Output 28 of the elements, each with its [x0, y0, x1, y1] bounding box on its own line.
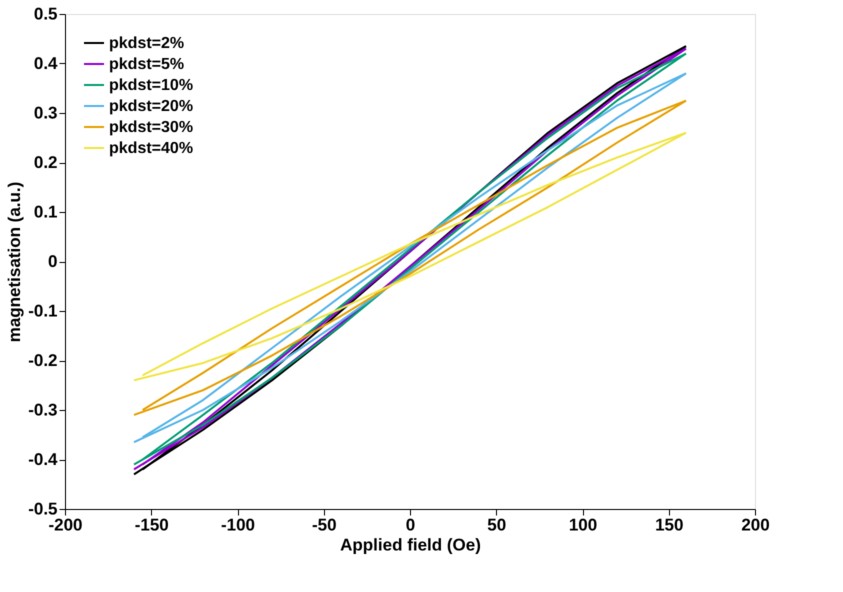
x-tick-label: -200	[48, 516, 83, 534]
y-tick-label: 0.5	[34, 4, 58, 24]
y-tick-label: 0	[48, 252, 58, 271]
legend-label: pkdst=5%	[109, 56, 184, 73]
x-tick-label: 0	[406, 516, 416, 534]
y-tick-label: -0.4	[28, 450, 58, 469]
x-tick-label: 100	[568, 516, 598, 534]
x-tick-label: 200	[741, 516, 770, 534]
y-tick-label: 0.3	[34, 104, 58, 122]
legend-label: pkdst=2%	[109, 35, 184, 52]
x-tick-label: 50	[487, 516, 506, 534]
y-tick-label: -0.1	[28, 302, 58, 320]
legend-label: pkdst=20%	[109, 98, 194, 115]
legend-label: pkdst=40%	[109, 140, 194, 157]
y-tick-label: 0.4	[34, 54, 58, 73]
y-tick-label: -0.3	[28, 400, 58, 420]
y-tick-label: -0.5	[28, 500, 58, 518]
legend-label: pkdst=30%	[109, 119, 194, 136]
x-tick-label: -50	[312, 516, 337, 534]
x-tick-label: 150	[655, 516, 684, 534]
x-tick-label: -150	[134, 516, 169, 534]
y-tick-label: 0.2	[34, 153, 58, 172]
legend-label: pkdst=10%	[109, 77, 194, 94]
y-axis-title: magnetisation (a.u.)	[5, 182, 24, 342]
x-axis-title: Applied field (Oe)	[340, 536, 481, 554]
x-tick-label: -100	[220, 516, 256, 534]
y-tick-label: -0.2	[28, 351, 58, 370]
y-tick-label: 0.1	[34, 202, 58, 222]
